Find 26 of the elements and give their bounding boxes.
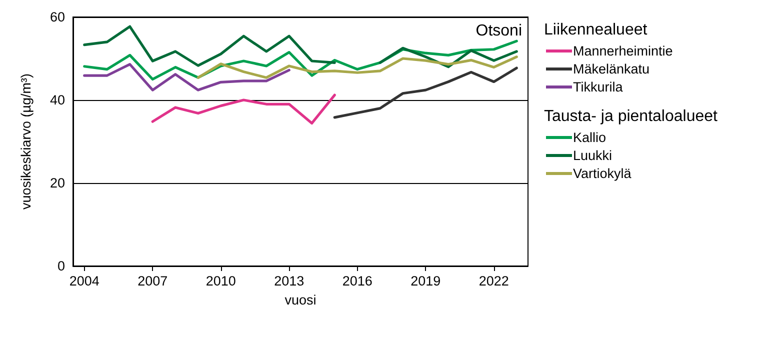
legend-label: Vartiokylä — [573, 166, 632, 181]
legend-label: Mäkelänkatu — [573, 62, 650, 76]
x-tick-label: 2013 — [274, 274, 304, 288]
x-tick-label: 2004 — [69, 274, 100, 288]
y-tick-label: 20 — [50, 176, 65, 190]
legend-label: Mannerheimintie — [573, 44, 673, 58]
x-tick-label: 2016 — [342, 274, 372, 288]
line-series — [151, 94, 336, 125]
x-tick-label: 2019 — [410, 274, 441, 288]
x-tick-label: 2022 — [478, 274, 509, 288]
legend-label: Kallio — [573, 130, 606, 145]
x-axis-title: vuosi — [284, 292, 316, 308]
line-series — [83, 63, 290, 92]
text: Tausta- ja pientaloalueet — [544, 108, 718, 125]
x-tick-label: 2010 — [206, 274, 236, 288]
line-series — [333, 66, 518, 119]
line-series — [196, 56, 518, 79]
legend-label: Luukki — [573, 148, 612, 163]
legend-label: Tikkurila — [573, 80, 624, 94]
text: Liikennealueet — [544, 22, 648, 38]
x-tick-label: 2007 — [138, 274, 168, 288]
y-tick-label: 60 — [50, 10, 65, 24]
y-tick-label: 40 — [50, 92, 65, 108]
y-axis-title: vuosikeskiarvo (µg/m³) — [18, 73, 34, 210]
annotation: Otsoni — [476, 22, 522, 40]
y-tick-label: 0 — [57, 258, 65, 274]
